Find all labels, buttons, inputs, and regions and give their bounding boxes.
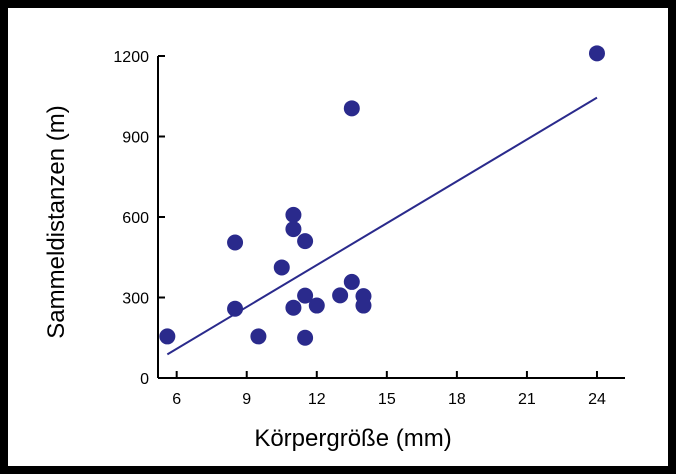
data-point [332,287,349,304]
y-tick-label: 600 [122,210,149,227]
data-points [159,45,605,346]
data-point [343,273,360,290]
data-point [250,328,267,345]
y-tick-label: 900 [122,130,149,147]
x-tick-label: 24 [588,391,606,408]
scatter-chart: 0 300 600 900 1200 6 9 12 15 18 21 24 Körpergröße (… [43,45,625,452]
x-tick-label: 9 [242,391,251,408]
data-point [285,299,302,316]
x-tick-label: 18 [448,391,466,408]
data-point [588,45,605,62]
y-tick-label: 1200 [113,49,149,66]
y-tick-label: 0 [140,371,149,388]
axes: 0 300 600 900 1200 6 9 12 15 18 21 24 [113,49,625,408]
data-point [297,233,314,250]
data-point [227,234,244,251]
y-tick-label: 300 [122,291,149,308]
data-point [355,297,372,314]
data-point [308,297,325,314]
x-tick-label: 15 [378,391,396,408]
x-tick-label: 21 [518,391,536,408]
x-tick-label: 12 [308,391,326,408]
data-point [159,328,176,345]
data-point [227,300,244,317]
x-tick-label: 6 [172,391,181,408]
data-point [343,100,360,117]
data-point [297,287,314,304]
data-point [285,221,302,238]
y-axis-title: Sammeldistanzen (m) [43,105,70,338]
chart-frame: 0 300 600 900 1200 6 9 12 15 18 21 24 Körpergröße (… [8,8,668,466]
data-point [297,329,314,346]
x-axis-title: Körpergröße (mm) [254,425,451,452]
data-point [273,259,290,276]
data-point [285,206,302,223]
